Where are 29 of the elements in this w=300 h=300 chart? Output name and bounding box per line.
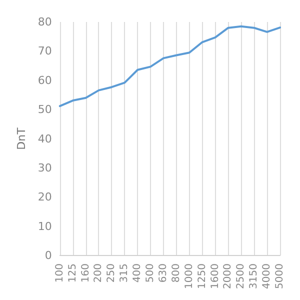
x-tick-label: 630 (158, 264, 169, 283)
y-tick-label: 30 (38, 161, 52, 174)
y-tick-label: 60 (38, 74, 52, 87)
y-tick-label: 10 (38, 220, 52, 233)
y-axis-title: DnT (15, 127, 28, 150)
y-tick-label: 70 (38, 44, 52, 58)
x-tick-label: 400 (132, 264, 144, 283)
x-tick-label: 5000 (274, 264, 286, 290)
y-tick-label: 0 (44, 249, 52, 262)
x-tick-label: 250 (106, 264, 118, 283)
x-tick-label: 100 (54, 264, 66, 283)
y-tick-label: 50 (38, 103, 52, 116)
x-tick-label: 800 (170, 264, 182, 283)
x-tick-label: 1600 (210, 264, 221, 290)
x-tick-label: 500 (145, 264, 156, 283)
x-tick-label: 315 (119, 264, 130, 283)
y-tick-label: 40 (38, 132, 52, 146)
x-tick-label: 200 (93, 264, 104, 283)
x-tick-label: 160 (80, 264, 92, 283)
y-tick-label: 20 (38, 190, 52, 204)
x-tick-label: 1000 (184, 264, 195, 290)
x-tick-label: 2000 (222, 264, 234, 290)
x-tick-label: 125 (67, 264, 78, 283)
x-tick-label: 3150 (248, 264, 260, 290)
x-tick-label: 2500 (236, 264, 247, 290)
x-tick-label: 4000 (262, 264, 273, 290)
line-series (58, 25, 281, 108)
x-tick-label: 1250 (196, 264, 208, 290)
y-tick-label: 80 (38, 16, 52, 28)
